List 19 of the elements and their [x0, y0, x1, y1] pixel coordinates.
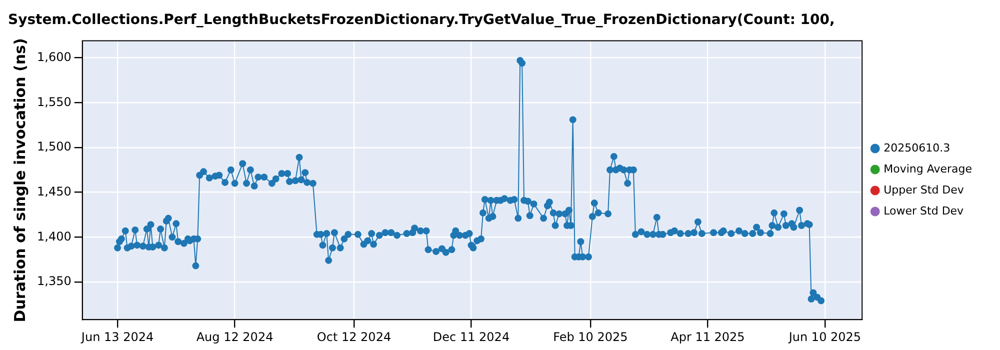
- x-tick-label: Jun 10 2025: [788, 330, 862, 344]
- y-tick-label: 1,450: [36, 184, 72, 198]
- y-tick-label: 1,400: [36, 229, 72, 244]
- y-tick-label: 1,500: [36, 140, 72, 154]
- y-tick-label: 1,350: [36, 274, 72, 288]
- x-tick-label: Jun 13 2024: [80, 330, 154, 344]
- legend-label: Upper Std Dev: [884, 183, 964, 196]
- legend-label: 20250610.3: [884, 141, 950, 154]
- x-tick-label: Feb 10 2025: [553, 330, 628, 344]
- x-tick-label: Oct 12 2024: [316, 330, 392, 344]
- x-tick-label: Dec 11 2024: [432, 330, 510, 344]
- y-tick-label: 1,600: [36, 50, 72, 64]
- chart-title: System.Collections.Perf_LengthBucketsFrozenDictionary.TryGetValue_True_FrozenDictionary(Count: 100,: [8, 12, 835, 28]
- x-tick-label: Apr 11 2025: [670, 330, 745, 344]
- y-tick-label: 1,550: [36, 94, 72, 109]
- x-tick-label: Aug 12 2024: [196, 330, 274, 344]
- legend-label: Lower Std Dev: [884, 204, 964, 218]
- legend-label: Moving Average: [884, 162, 972, 176]
- y-axis-title: Duration of single invocation (ns): [10, 38, 29, 322]
